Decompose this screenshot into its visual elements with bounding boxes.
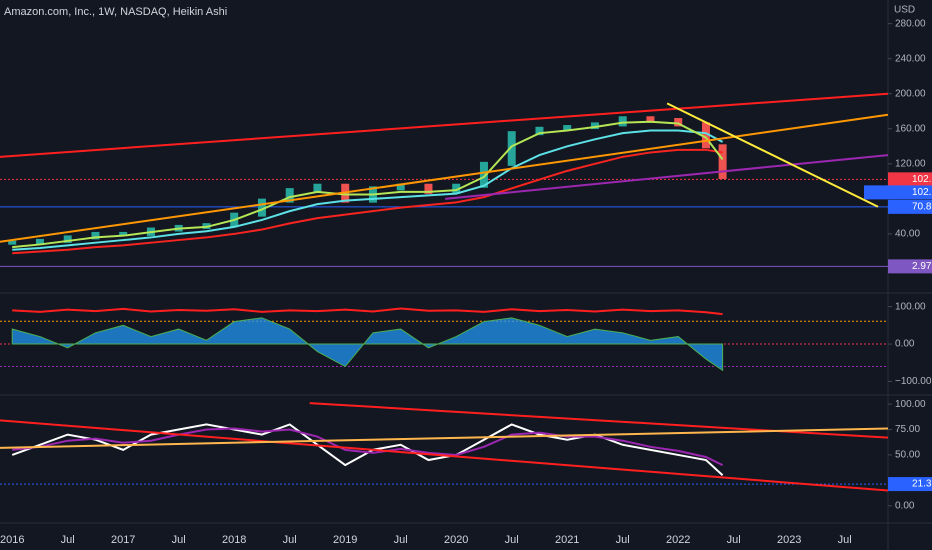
series-line bbox=[12, 427, 724, 467]
x-tick-label: 2019 bbox=[333, 534, 357, 546]
x-tick-label: 2022 bbox=[666, 534, 690, 546]
level-label: 102.31 bbox=[912, 174, 932, 185]
candle bbox=[396, 183, 405, 191]
candle bbox=[535, 126, 544, 136]
series-line bbox=[12, 307, 723, 316]
candle bbox=[8, 240, 17, 245]
x-tick-label: 2023 bbox=[777, 534, 801, 546]
series-line bbox=[309, 402, 889, 439]
y-tick-label: 40.00 bbox=[895, 229, 920, 240]
candle bbox=[63, 235, 72, 243]
y-tick-label: 0.00 bbox=[895, 500, 915, 511]
x-tick-label: Jul bbox=[616, 534, 630, 546]
x-tick-label: 2016 bbox=[0, 534, 24, 546]
candle bbox=[701, 122, 710, 149]
series-line bbox=[0, 419, 889, 492]
level-label: 70.88 bbox=[912, 202, 932, 213]
candle bbox=[646, 116, 655, 123]
series-line bbox=[12, 129, 724, 251]
x-tick-label: 2021 bbox=[555, 534, 579, 546]
series-line bbox=[0, 113, 889, 243]
candle bbox=[507, 131, 516, 166]
x-tick-label: Jul bbox=[727, 534, 741, 546]
candle bbox=[35, 238, 44, 245]
level-label: 102.26 bbox=[912, 187, 932, 198]
x-tick-label: Jul bbox=[394, 534, 408, 546]
series-line bbox=[0, 427, 889, 449]
level-label-box bbox=[888, 199, 932, 214]
y-tick-label: −100.00 bbox=[895, 376, 932, 387]
level-label-box bbox=[888, 172, 932, 187]
candle bbox=[718, 144, 727, 179]
candle bbox=[91, 231, 100, 240]
y-tick-label: 160.00 bbox=[895, 123, 926, 134]
series-line bbox=[0, 92, 889, 158]
candle bbox=[424, 183, 433, 194]
level-label-box bbox=[888, 477, 932, 492]
x-tick-label: Jul bbox=[838, 534, 852, 546]
candle bbox=[119, 231, 128, 236]
chart-title: Amazon.com, Inc., 1W, NASDAQ, Heikin Ash… bbox=[4, 6, 227, 18]
y-tick-label: 240.00 bbox=[895, 53, 926, 64]
y-tick-label: 100.00 bbox=[895, 301, 926, 312]
series-line bbox=[445, 154, 889, 200]
y-tick-label: 0.00 bbox=[895, 339, 915, 350]
series-line bbox=[666, 102, 879, 208]
candle bbox=[257, 198, 266, 217]
x-tick-label: 2018 bbox=[222, 534, 246, 546]
candle bbox=[674, 118, 683, 127]
x-tick-label: Jul bbox=[505, 534, 519, 546]
candle bbox=[452, 183, 461, 194]
series-line bbox=[12, 120, 724, 249]
oscillator-area bbox=[11, 317, 724, 372]
y-tick-label: 100.00 bbox=[895, 399, 926, 410]
y-tick-label: 120.00 bbox=[895, 158, 926, 169]
candle bbox=[563, 125, 572, 131]
candle bbox=[285, 188, 294, 203]
y-axis-label: USD bbox=[894, 5, 915, 16]
y-tick-label: 200.00 bbox=[895, 88, 926, 99]
x-tick-label: 2017 bbox=[111, 534, 135, 546]
x-tick-label: Jul bbox=[172, 534, 186, 546]
candle bbox=[479, 161, 488, 188]
level-label-box bbox=[888, 185, 932, 200]
level-label-box bbox=[888, 259, 932, 274]
y-tick-label: 280.00 bbox=[895, 18, 926, 29]
x-tick-label: 2020 bbox=[444, 534, 468, 546]
x-tick-label: Jul bbox=[61, 534, 75, 546]
level-label: 21.35 bbox=[912, 479, 932, 490]
series-line bbox=[12, 148, 723, 255]
y-tick-label: 75.00 bbox=[895, 424, 920, 435]
level-label: 2.97 bbox=[912, 261, 932, 272]
x-tick-label: Jul bbox=[283, 534, 297, 546]
candle bbox=[618, 116, 627, 127]
candle bbox=[590, 122, 599, 130]
y-tick-label: 50.00 bbox=[895, 450, 920, 461]
candle bbox=[313, 183, 322, 193]
level-tag-box bbox=[864, 185, 888, 200]
